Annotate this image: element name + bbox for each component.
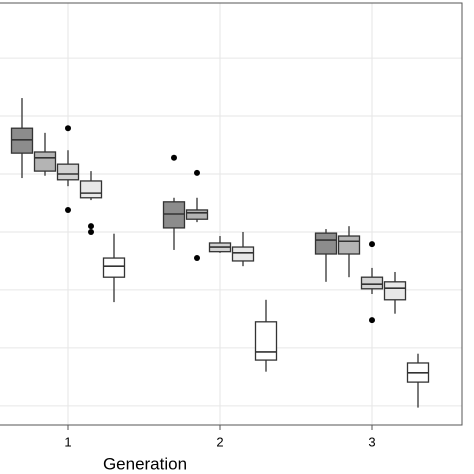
box <box>360 276 384 290</box>
box <box>231 246 255 262</box>
box <box>162 201 186 229</box>
box <box>10 127 34 154</box>
plot-border <box>0 2 463 426</box>
box <box>254 321 278 361</box>
x-tick-label: 1 <box>64 434 71 449</box>
box <box>56 163 80 181</box>
outlier <box>194 169 200 176</box>
box <box>314 232 338 255</box>
x-axis-label: Generation <box>103 454 187 473</box>
box <box>79 180 103 199</box>
outlier <box>194 255 200 262</box>
outlier <box>88 223 94 230</box>
x-tick-label: 2 <box>216 434 223 449</box>
outlier <box>171 154 177 161</box>
box <box>102 257 126 278</box>
outlier <box>88 228 94 235</box>
plot-background <box>0 3 462 425</box>
box <box>383 281 407 301</box>
box <box>185 209 209 220</box>
outlier <box>65 206 71 213</box>
outlier <box>369 241 375 248</box>
box <box>337 235 361 255</box>
x-tick-label: 3 <box>368 434 375 449</box>
box <box>33 151 57 172</box>
outlier <box>369 317 375 324</box>
outlier <box>65 125 71 132</box>
